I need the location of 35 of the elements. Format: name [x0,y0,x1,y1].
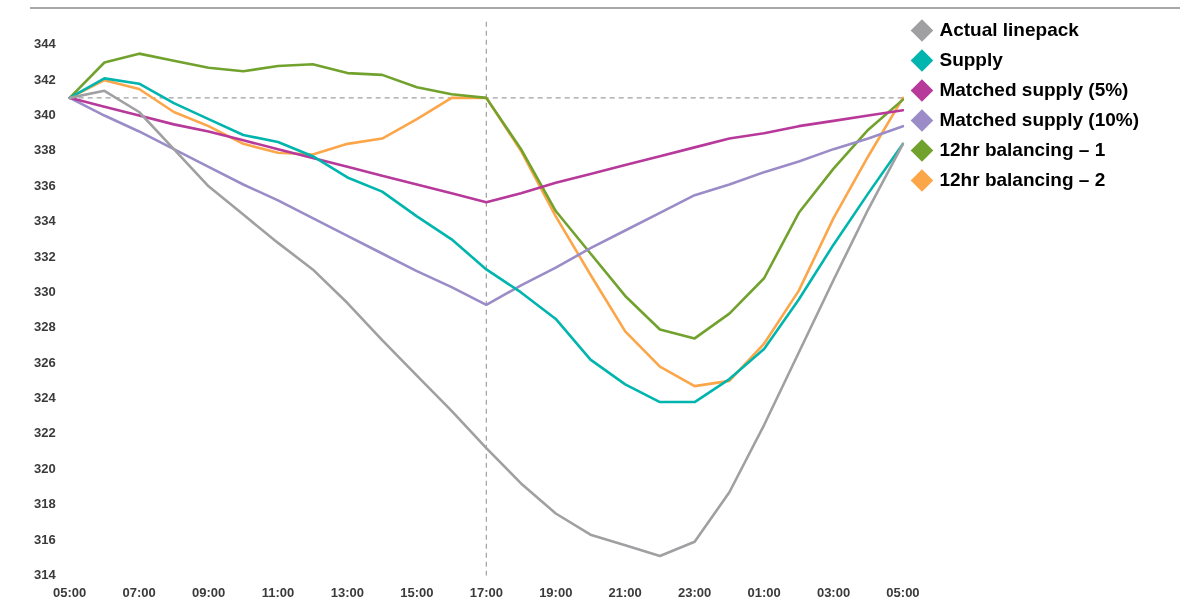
x-tick-label: 15:00 [400,584,434,600]
y-tick-label: 324 [33,390,57,406]
y-tick-label: 314 [33,566,57,582]
y-tick-label: 328 [33,319,56,335]
x-tick-label: 09:00 [191,584,226,600]
x-tick-label: 17:00 [469,584,503,600]
x-tick-label: 19:00 [539,584,573,600]
legend-label: Matched supply (5%) [939,78,1129,100]
x-tick-label: 07:00 [122,584,156,600]
legend-label: Matched supply (10%) [939,108,1140,130]
x-tick-label: 11:00 [261,584,295,600]
legend-label: 12hr balancing – 2 [939,168,1106,190]
y-tick-label: 344 [33,36,57,52]
y-tick-label: 318 [33,496,56,512]
x-tick-label: 21:00 [608,584,642,600]
x-tick-label: 13:00 [330,584,365,600]
x-tick-label: 01:00 [747,584,781,600]
y-tick-label: 320 [33,460,56,476]
y-tick-label: 332 [33,248,56,264]
legend-label: Supply [939,48,1004,70]
legend-label: 12hr balancing – 1 [939,138,1106,160]
y-tick-label: 322 [33,425,56,441]
y-tick-label: 340 [33,107,56,123]
y-tick-label: 330 [33,283,56,299]
x-tick-label: 05:00 [886,584,920,600]
legend-label: Actual linepack [939,18,1080,40]
y-tick-label: 334 [33,213,57,229]
x-tick-label: 23:00 [678,584,712,600]
y-tick-label: 316 [33,531,56,547]
y-tick-label: 342 [33,71,56,87]
y-tick-label: 326 [33,354,56,370]
y-tick-label: 338 [33,142,56,158]
x-tick-label: 03:00 [816,584,851,600]
x-tick-label: 05:00 [53,584,87,600]
y-tick-label: 336 [33,177,56,193]
